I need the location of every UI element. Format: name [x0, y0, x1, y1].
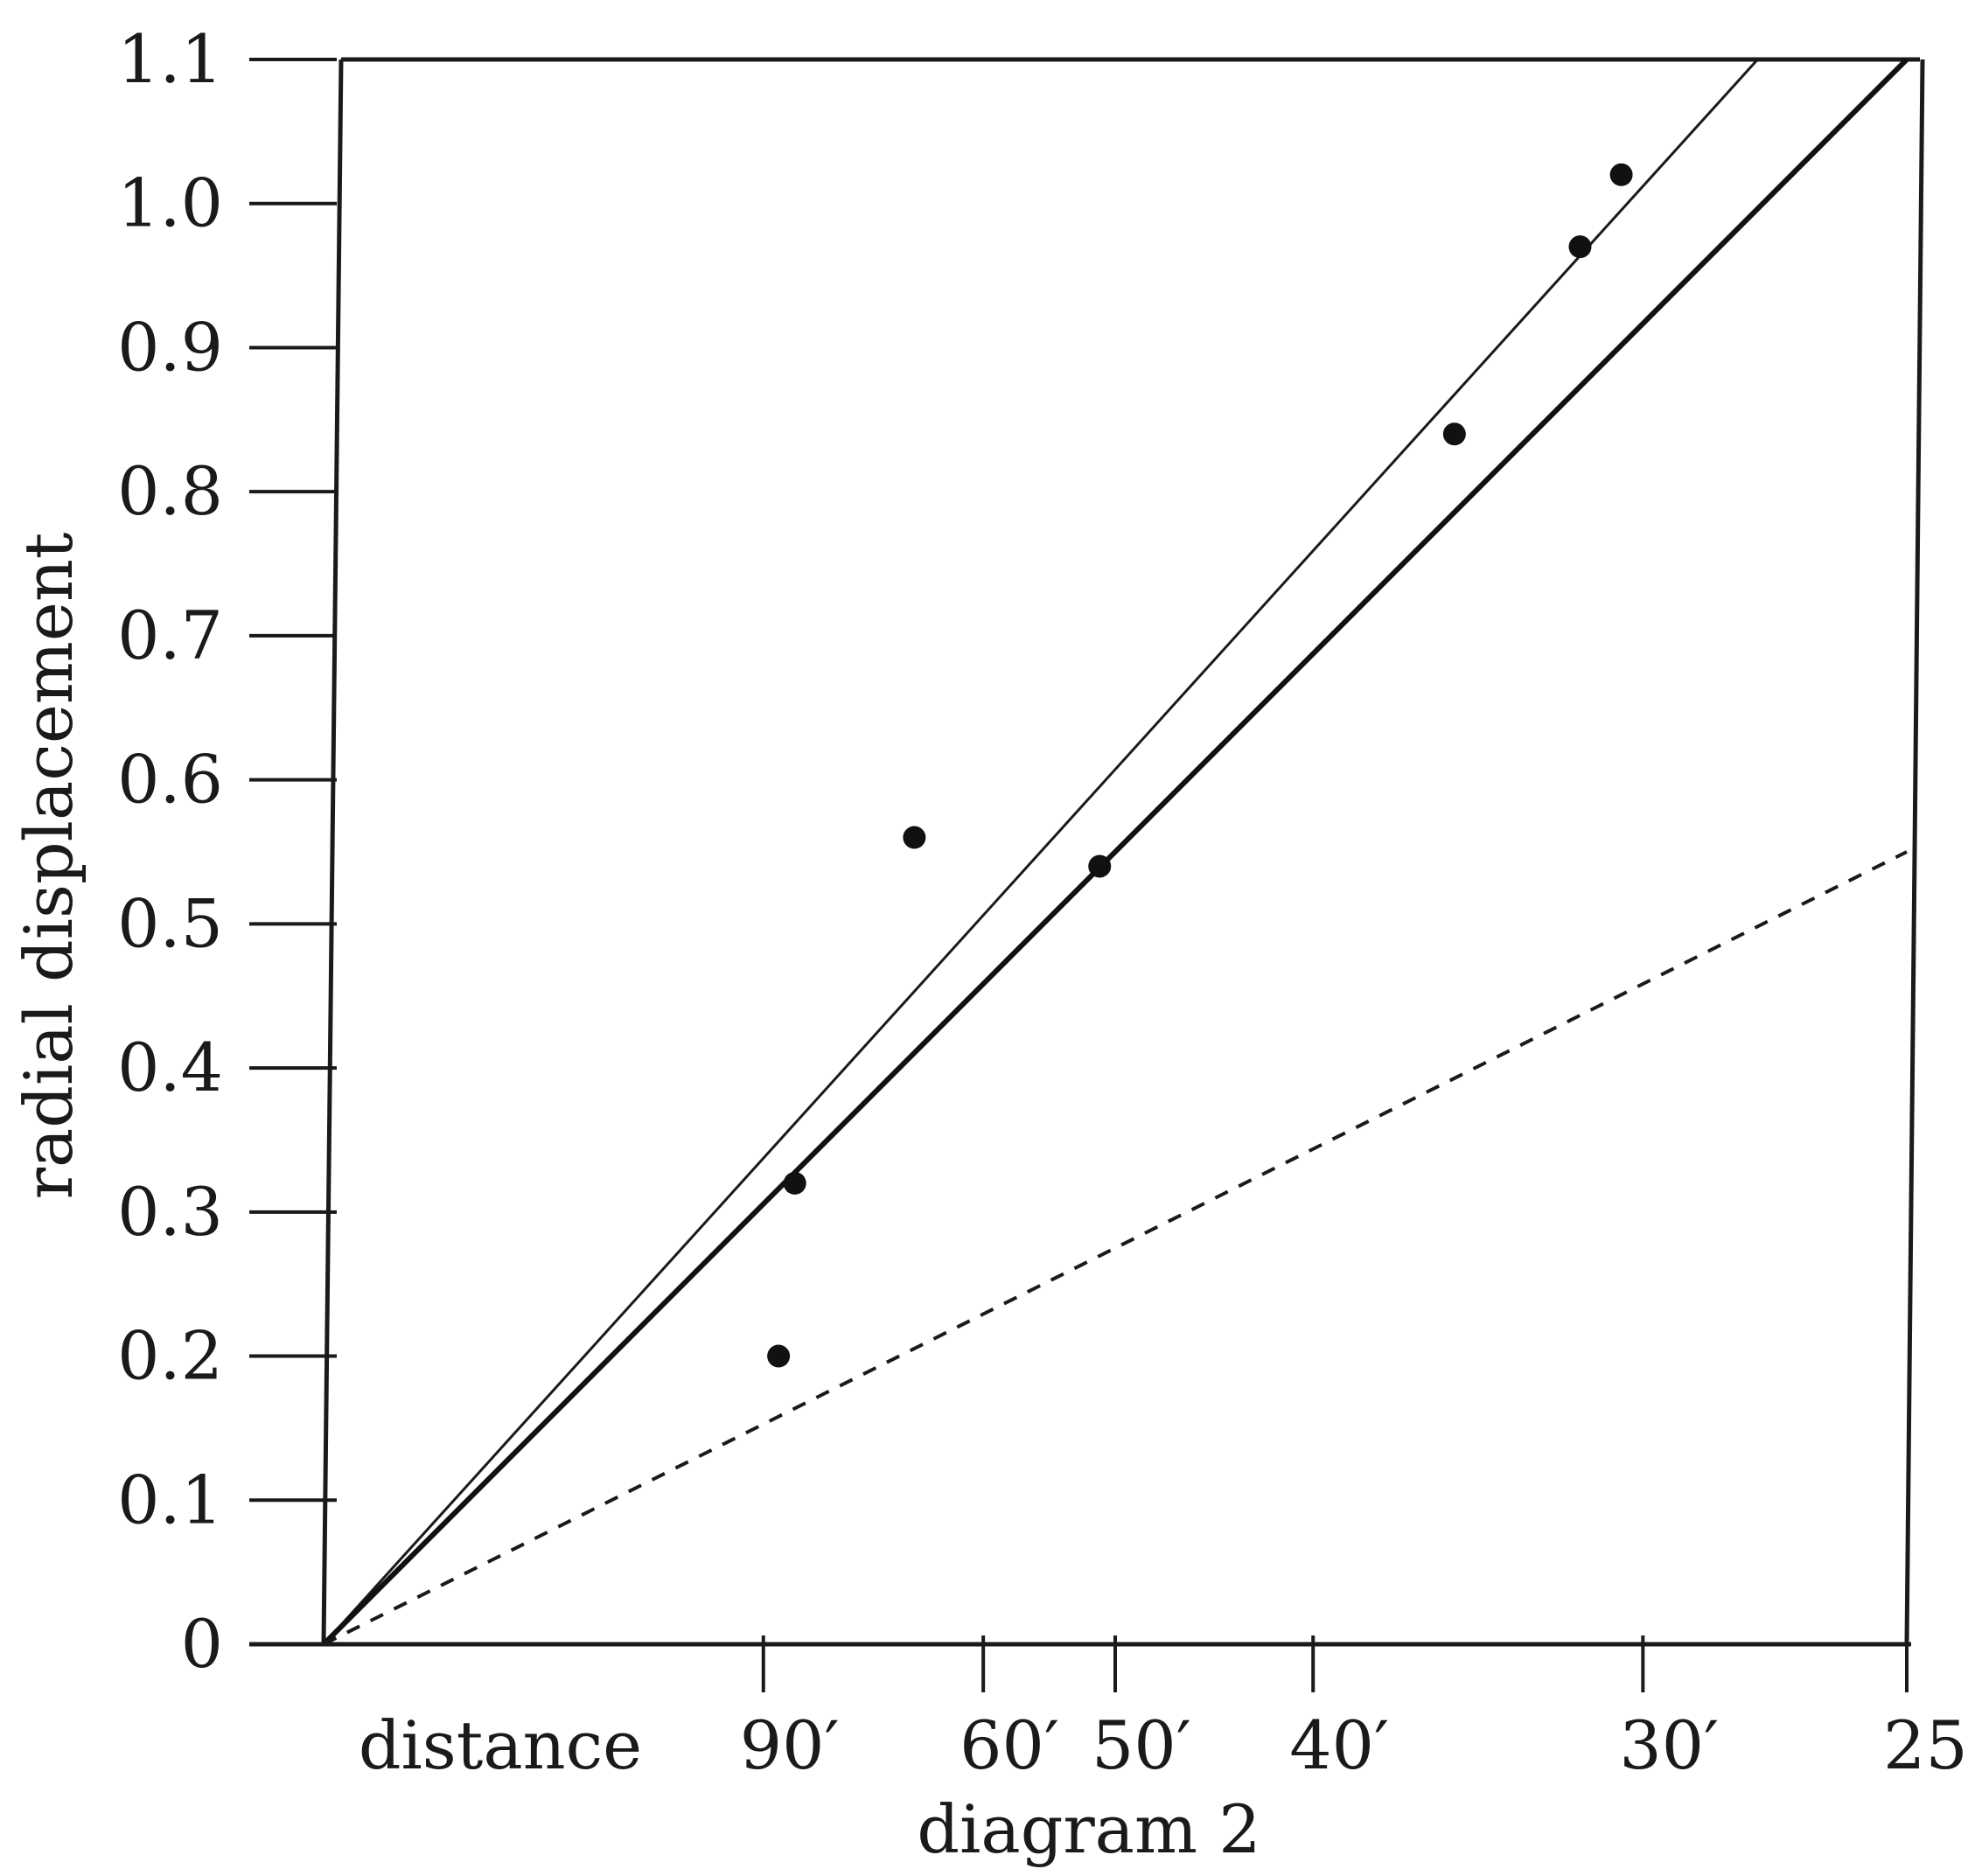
data-point: [783, 1171, 806, 1195]
frame-right: [1904, 59, 1925, 1645]
data-point: [1609, 163, 1633, 186]
data-point: [1442, 422, 1466, 446]
x-axis-label: distance: [359, 1706, 642, 1784]
y-tick-label: 1.1: [117, 20, 223, 98]
x-tick-label: 50′: [1092, 1706, 1191, 1784]
y-tick-label: 0.1: [117, 1461, 223, 1538]
y-tick-label: 0.2: [117, 1317, 223, 1395]
data-point: [903, 826, 926, 849]
y-tick-label: 0.8: [117, 452, 223, 530]
data-point: [1088, 854, 1112, 878]
y-axis-line: [321, 59, 344, 1645]
x-tick-label: 25′: [1883, 1706, 1968, 1784]
y-tick-label: 0.4: [117, 1029, 223, 1106]
y-axis-label: radial displacement: [10, 533, 87, 1200]
fit-line-thick-solid: [321, 57, 1909, 1647]
y-tick-label: 1.0: [117, 164, 223, 242]
y-tick-label: 0: [181, 1605, 223, 1683]
x-tick-label: 90′: [740, 1706, 840, 1784]
fit-line-thin-solid: [322, 58, 1759, 1646]
x-tick-label: 30′: [1619, 1706, 1719, 1784]
data-point: [767, 1344, 791, 1368]
y-tick-label: 0.7: [117, 596, 223, 674]
x-tick-label: 60′: [960, 1706, 1059, 1784]
diagram-caption: diagram 2: [917, 1790, 1260, 1868]
y-tick-label: 0.3: [117, 1173, 223, 1251]
x-tick-label: 40′: [1289, 1706, 1389, 1784]
y-tick-label: 0.9: [117, 308, 223, 386]
y-tick-label: 0.6: [117, 741, 223, 819]
fit-line-dashed: [323, 850, 1908, 1646]
y-tick-label: 0.5: [117, 884, 223, 962]
data-point: [1568, 235, 1592, 259]
